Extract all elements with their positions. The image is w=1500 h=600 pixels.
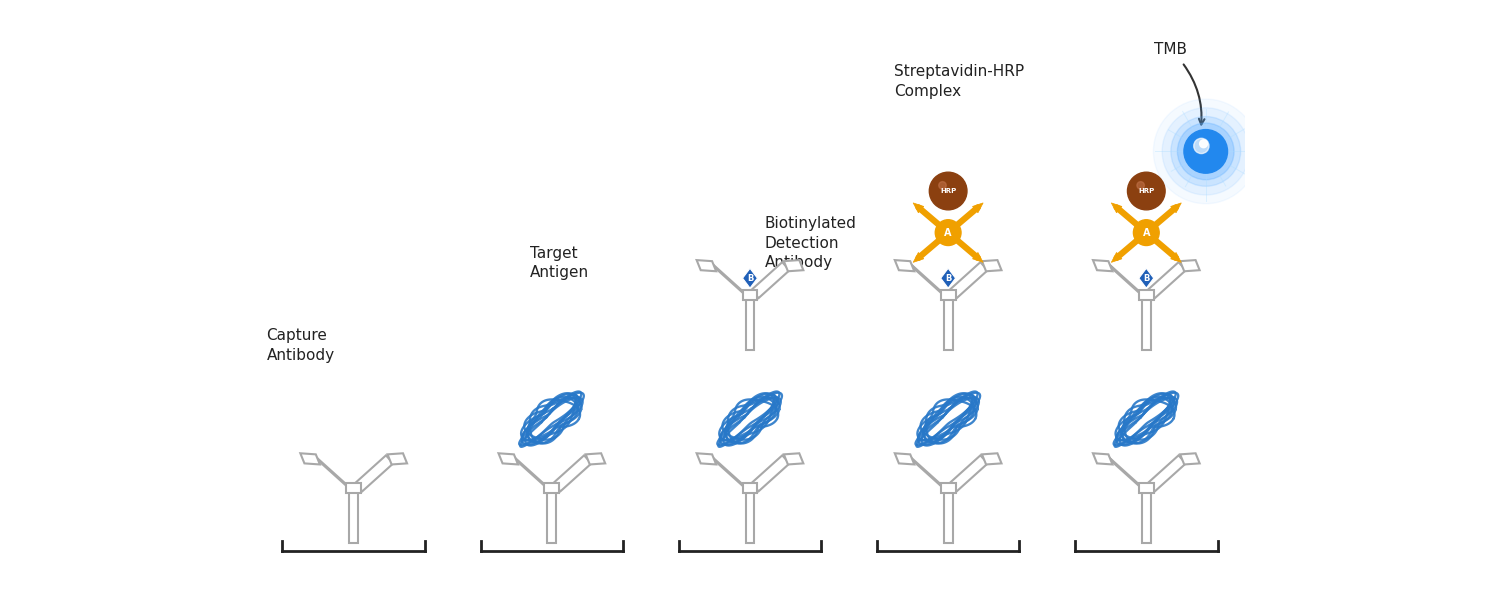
Polygon shape (914, 203, 924, 213)
Circle shape (1200, 140, 1208, 148)
FancyBboxPatch shape (346, 483, 362, 493)
Circle shape (1184, 130, 1227, 173)
Polygon shape (896, 453, 915, 464)
Text: HRP: HRP (1138, 188, 1155, 194)
Circle shape (1194, 139, 1209, 154)
FancyBboxPatch shape (940, 483, 956, 493)
Polygon shape (752, 455, 789, 491)
FancyBboxPatch shape (746, 488, 754, 543)
Text: Biotinylated
Detection
Antibody: Biotinylated Detection Antibody (765, 216, 856, 271)
Text: Target
Antigen: Target Antigen (530, 245, 590, 280)
FancyBboxPatch shape (940, 290, 956, 300)
Polygon shape (972, 253, 982, 262)
Text: B: B (945, 274, 951, 283)
FancyBboxPatch shape (742, 483, 758, 493)
Circle shape (930, 172, 968, 210)
Polygon shape (1138, 268, 1154, 288)
FancyBboxPatch shape (548, 488, 556, 543)
Circle shape (1162, 108, 1250, 195)
Polygon shape (1170, 253, 1182, 262)
Polygon shape (696, 260, 715, 271)
Polygon shape (498, 453, 517, 464)
Polygon shape (314, 455, 352, 491)
Circle shape (1172, 116, 1240, 186)
FancyBboxPatch shape (944, 295, 952, 350)
Polygon shape (696, 453, 715, 464)
Polygon shape (585, 453, 604, 464)
Circle shape (939, 182, 946, 189)
Polygon shape (972, 203, 982, 213)
Polygon shape (300, 453, 320, 464)
Polygon shape (982, 453, 1002, 464)
FancyBboxPatch shape (350, 488, 358, 543)
Polygon shape (1094, 453, 1113, 464)
Circle shape (1178, 123, 1234, 180)
Polygon shape (982, 260, 1002, 271)
Polygon shape (387, 453, 406, 464)
Text: B: B (1143, 274, 1149, 283)
Text: HRP: HRP (940, 188, 957, 194)
Polygon shape (1180, 453, 1200, 464)
Circle shape (1137, 182, 1144, 189)
Polygon shape (914, 253, 924, 262)
Polygon shape (950, 455, 987, 491)
Polygon shape (1112, 253, 1122, 262)
Polygon shape (940, 268, 956, 288)
Polygon shape (896, 260, 915, 271)
FancyBboxPatch shape (944, 488, 952, 543)
Polygon shape (1107, 262, 1144, 298)
Polygon shape (1107, 455, 1144, 491)
Polygon shape (909, 262, 946, 298)
FancyBboxPatch shape (746, 295, 754, 350)
Text: A: A (1143, 227, 1150, 238)
Polygon shape (356, 455, 393, 491)
Polygon shape (784, 260, 804, 271)
Circle shape (1154, 99, 1258, 204)
FancyBboxPatch shape (1142, 295, 1150, 350)
Text: B: B (747, 274, 753, 283)
FancyBboxPatch shape (1138, 290, 1154, 300)
Polygon shape (711, 262, 748, 298)
Circle shape (1128, 172, 1166, 210)
Polygon shape (513, 455, 550, 491)
FancyBboxPatch shape (1142, 488, 1150, 543)
Circle shape (936, 220, 962, 245)
Polygon shape (1148, 455, 1186, 491)
Polygon shape (1112, 203, 1122, 213)
Polygon shape (1170, 203, 1182, 213)
Text: TMB: TMB (1154, 42, 1186, 57)
Polygon shape (909, 455, 946, 491)
FancyBboxPatch shape (544, 483, 560, 493)
Polygon shape (742, 268, 758, 288)
Polygon shape (1148, 262, 1186, 298)
Polygon shape (752, 262, 789, 298)
Text: Capture
Antibody: Capture Antibody (267, 328, 334, 362)
Polygon shape (950, 262, 987, 298)
Polygon shape (711, 455, 748, 491)
FancyBboxPatch shape (1138, 483, 1154, 493)
Polygon shape (1180, 260, 1200, 271)
Polygon shape (1094, 260, 1113, 271)
Circle shape (1134, 220, 1160, 245)
Text: Streptavidin-HRP
Complex: Streptavidin-HRP Complex (894, 64, 1024, 99)
Polygon shape (554, 455, 591, 491)
FancyBboxPatch shape (742, 290, 758, 300)
Text: A: A (945, 227, 952, 238)
Polygon shape (784, 453, 804, 464)
